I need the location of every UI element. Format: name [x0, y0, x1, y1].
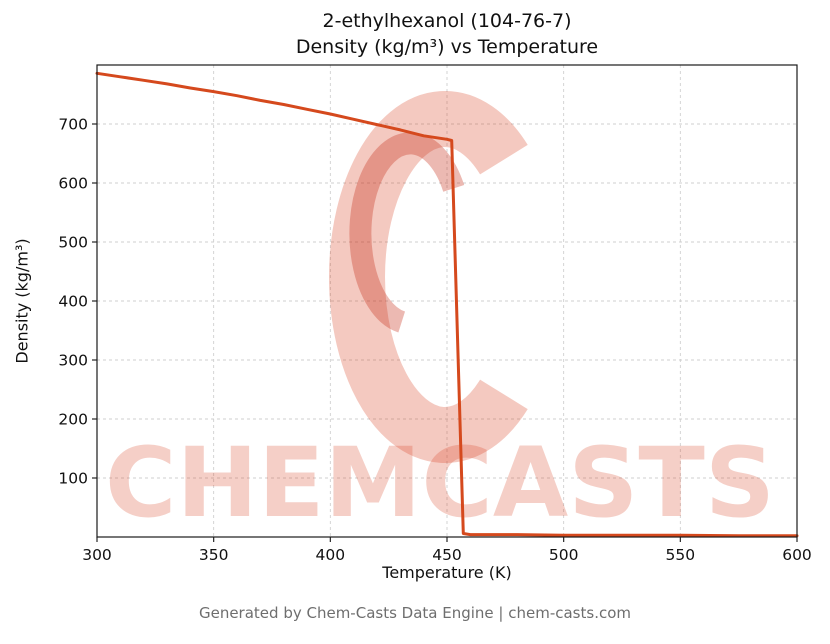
watermark-text: CHEMCASTS: [105, 427, 775, 539]
x-tick-labels: 300 350 400 450 500 550 600: [82, 546, 812, 564]
y-axis-label: Density (kg/m³): [12, 238, 32, 364]
y-tick-label: 100: [58, 470, 88, 488]
density-line: [95, 71, 799, 538]
footer-text: Generated by Chem-Casts Data Engine | ch…: [198, 604, 632, 622]
watermark-logo-outer-arc: [329, 91, 528, 463]
grid-lines: [96, 65, 798, 537]
x-tick-label: 450: [432, 546, 462, 564]
x-tick-label: 550: [666, 546, 696, 564]
y-tick-label: 400: [58, 293, 88, 311]
chart-title-line2: Density (kg/m³) vs Temperature: [295, 36, 599, 58]
axis-border: [96, 64, 798, 538]
x-tick-label: 500: [549, 546, 579, 564]
y-tick-label: 500: [58, 234, 88, 252]
y-tick-label: 700: [58, 116, 88, 134]
x-tick-label: 600: [782, 546, 812, 564]
watermark-logo: [329, 91, 528, 463]
watermark-logo-inner-arc: [349, 132, 465, 333]
tick-marks: [92, 123, 798, 542]
x-tick-label: 350: [199, 546, 229, 564]
y-tick-label: 300: [58, 352, 88, 370]
x-axis-label: Temperature (K): [382, 563, 512, 582]
y-tick-labels: 100 200 300 400 500 600 700: [58, 116, 88, 488]
y-tick-label: 200: [58, 411, 88, 429]
chart-title-line1: 2-ethylhexanol (104-76-7): [322, 10, 572, 32]
x-tick-label: 300: [82, 546, 112, 564]
y-tick-label: 600: [58, 175, 88, 193]
x-tick-label: 400: [316, 546, 346, 564]
